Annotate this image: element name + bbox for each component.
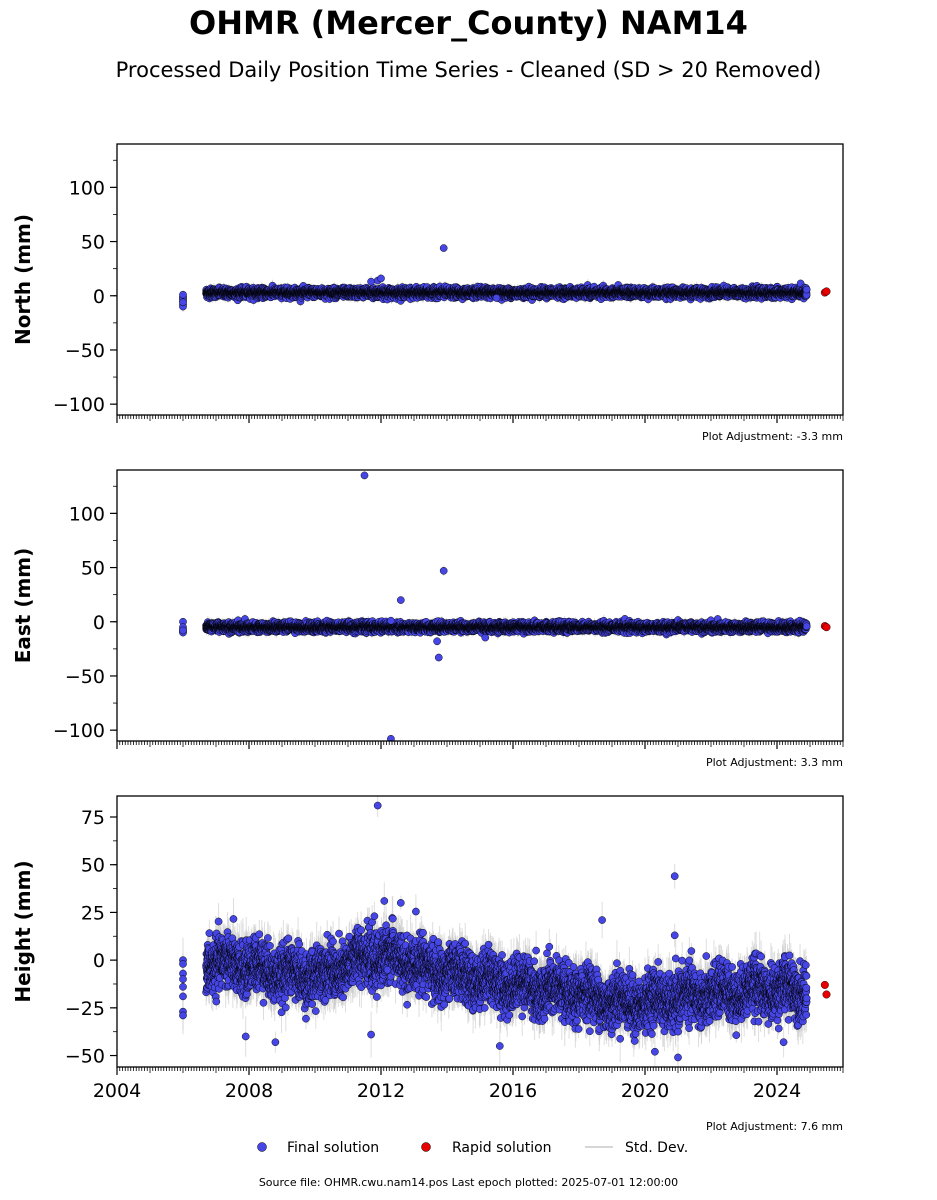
chart-subtitle: Processed Daily Position Time Series - C… [0, 58, 937, 82]
chart-title: OHMR (Mercer_County) NAM14 [0, 4, 937, 42]
std-dev-bars [182, 245, 808, 313]
